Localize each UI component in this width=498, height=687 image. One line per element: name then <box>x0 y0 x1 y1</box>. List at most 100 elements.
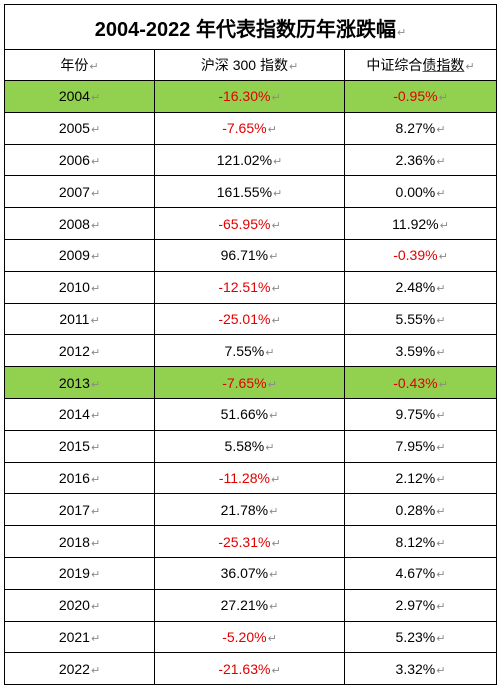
cell-csi300-value: -21.63% <box>218 660 271 677</box>
cell-bond-index-value: 5.55% <box>395 310 436 327</box>
cell-bond-index: 0.28%↵ <box>344 493 497 527</box>
cell-csi300: -21.63%↵ <box>154 652 345 686</box>
paragraph-mark-icon: ↵ <box>90 505 101 518</box>
cell-bond-index-value: 8.12% <box>395 533 436 550</box>
cell-bond-index: 7.95%↵ <box>344 429 497 463</box>
paragraph-mark-icon: ↵ <box>90 187 101 200</box>
cell-csi300: 96.71%↵ <box>154 238 345 272</box>
cell-bond-index-value: -0.43% <box>393 374 438 391</box>
cell-year-value: 2008 <box>58 215 90 232</box>
returns-table: 2004-2022 年代表指数历年涨跌幅↵ 年份↵ 沪深 300 指数↵ 中证综… <box>4 4 497 686</box>
table-row: 2005↵ -7.65%↵ 8.27%↵ <box>4 111 497 145</box>
table-row: 2008↵ -65.95%↵ 11.92%↵ <box>4 207 497 240</box>
cell-year-value: 2009 <box>58 247 90 264</box>
cell-csi300-value: 21.78% <box>220 501 269 518</box>
cell-bond-index-value: 0.00% <box>395 183 436 200</box>
cell-year-value: 2018 <box>58 533 90 550</box>
table-row: 2020↵ 27.21%↵ 2.97%↵ <box>4 588 497 622</box>
table-title-cell: 2004-2022 年代表指数历年涨跌幅↵ <box>4 4 497 50</box>
cell-csi300: 5.58%↵ <box>154 429 345 463</box>
cell-year: 2008↵ <box>4 207 155 240</box>
cell-csi300-value: 121.02% <box>216 151 273 168</box>
paragraph-mark-icon: ↵ <box>90 537 101 550</box>
paragraph-mark-icon: ↵ <box>396 26 407 39</box>
paragraph-mark-icon: ↵ <box>269 569 279 582</box>
cell-year-value: 2007 <box>58 183 90 200</box>
paragraph-mark-icon: ↵ <box>90 124 101 137</box>
cell-bond-index: 3.32%↵ <box>344 652 497 686</box>
cell-year: 2018↵ <box>4 525 155 558</box>
table-row: 2014↵ 51.66%↵ 9.75%↵ <box>4 397 497 431</box>
cell-bond-index-value: 2.36% <box>395 151 436 168</box>
cell-bond-index: -0.39%↵ <box>344 238 497 272</box>
cell-bond-index: 3.59%↵ <box>344 334 497 368</box>
cell-csi300-value: 51.66% <box>220 406 269 423</box>
cell-bond-index-value: 3.59% <box>395 342 436 359</box>
cell-bond-index: 0.00%↵ <box>344 175 497 209</box>
paragraph-mark-icon: ↵ <box>90 283 101 296</box>
cell-csi300-value: 5.58% <box>224 438 265 455</box>
cell-year-value: 2004 <box>58 88 90 105</box>
table-row: 2007↵ 161.55%↵ 0.00%↵ <box>4 175 497 209</box>
paragraph-mark-icon: ↵ <box>288 61 299 73</box>
cell-csi300: -12.51%↵ <box>154 270 345 304</box>
paragraph-mark-icon: ↵ <box>267 378 277 391</box>
paragraph-mark-icon: ↵ <box>90 569 101 582</box>
table-row: 2016↵ -11.28%↵ 2.12%↵ <box>4 461 497 495</box>
cell-year: 2017↵ <box>4 493 155 527</box>
spellcheck-underlined-text: 债指数 <box>422 57 465 73</box>
paragraph-mark-icon: ↵ <box>436 442 446 455</box>
paragraph-mark-icon: ↵ <box>271 283 281 296</box>
cell-year-value: 2012 <box>58 342 90 359</box>
cell-csi300-value: -7.65% <box>222 120 267 137</box>
paragraph-mark-icon: ↵ <box>436 410 446 423</box>
paragraph-mark-icon: ↵ <box>436 601 446 614</box>
cell-year: 2019↵ <box>4 556 155 590</box>
cell-year-value: 2019 <box>58 565 90 582</box>
cell-year-value: 2005 <box>58 120 90 137</box>
cell-bond-index-value: 0.28% <box>395 501 436 518</box>
table-row: 2022↵ -21.63%↵ 3.32%↵ <box>4 652 497 686</box>
cell-year-value: 2013 <box>58 374 90 391</box>
cell-bond-index: -0.43%↵ <box>344 366 497 399</box>
paragraph-mark-icon: ↵ <box>90 664 101 677</box>
cell-year-value: 2010 <box>58 279 90 296</box>
cell-csi300-value: 7.55% <box>224 342 265 359</box>
paragraph-mark-icon: ↵ <box>271 664 281 677</box>
cell-year-value: 2011 <box>59 310 90 327</box>
cell-csi300-value: -16.30% <box>218 88 271 105</box>
table-row: 2017↵ 21.78%↵ 0.28%↵ <box>4 493 497 527</box>
cell-year: 2006↵ <box>4 143 155 177</box>
paragraph-mark-icon: ↵ <box>267 124 277 137</box>
cell-csi300: 161.55%↵ <box>154 175 345 209</box>
table-row: 2010↵ -12.51%↵ 2.48%↵ <box>4 270 497 304</box>
cell-bond-index-value: 2.97% <box>395 597 436 614</box>
cell-year: 2013↵ <box>4 366 155 399</box>
paragraph-mark-icon: ↵ <box>436 473 446 486</box>
cell-csi300: -25.01%↵ <box>154 302 345 336</box>
cell-year: 2010↵ <box>4 270 155 304</box>
cell-csi300-value: 27.21% <box>220 597 269 614</box>
table-row: 2006↵ 121.02%↵ 2.36%↵ <box>4 143 497 177</box>
cell-bond-index: 5.23%↵ <box>344 620 497 654</box>
table-row: 2011↵ -25.01%↵ 5.55%↵ <box>4 302 497 336</box>
paragraph-mark-icon: ↵ <box>436 632 446 645</box>
cell-year: 2021↵ <box>4 620 155 654</box>
paragraph-mark-icon: ↵ <box>436 187 446 200</box>
paragraph-mark-icon: ↵ <box>436 505 446 518</box>
cell-csi300-value: -7.65% <box>222 374 267 391</box>
paragraph-mark-icon: ↵ <box>269 251 279 264</box>
cell-bond-index-value: 4.67% <box>395 565 436 582</box>
cell-year: 2022↵ <box>4 652 155 686</box>
title-row: 2004-2022 年代表指数历年涨跌幅↵ <box>4 4 497 50</box>
table-row: 2021↵ -5.20%↵ 5.23%↵ <box>4 620 497 654</box>
table-row: 2013↵ -7.65%↵ -0.43%↵ <box>4 366 497 399</box>
cell-csi300: -16.30%↵ <box>154 80 345 113</box>
cell-csi300-value: -25.01% <box>218 310 271 327</box>
cell-csi300: 7.55%↵ <box>154 334 345 368</box>
paragraph-mark-icon: ↵ <box>269 505 279 518</box>
cell-bond-index-value: 9.75% <box>395 406 436 423</box>
paragraph-mark-icon: ↵ <box>90 155 101 168</box>
cell-bond-index-value: 8.27% <box>395 120 436 137</box>
paragraph-mark-icon: ↵ <box>89 61 99 73</box>
